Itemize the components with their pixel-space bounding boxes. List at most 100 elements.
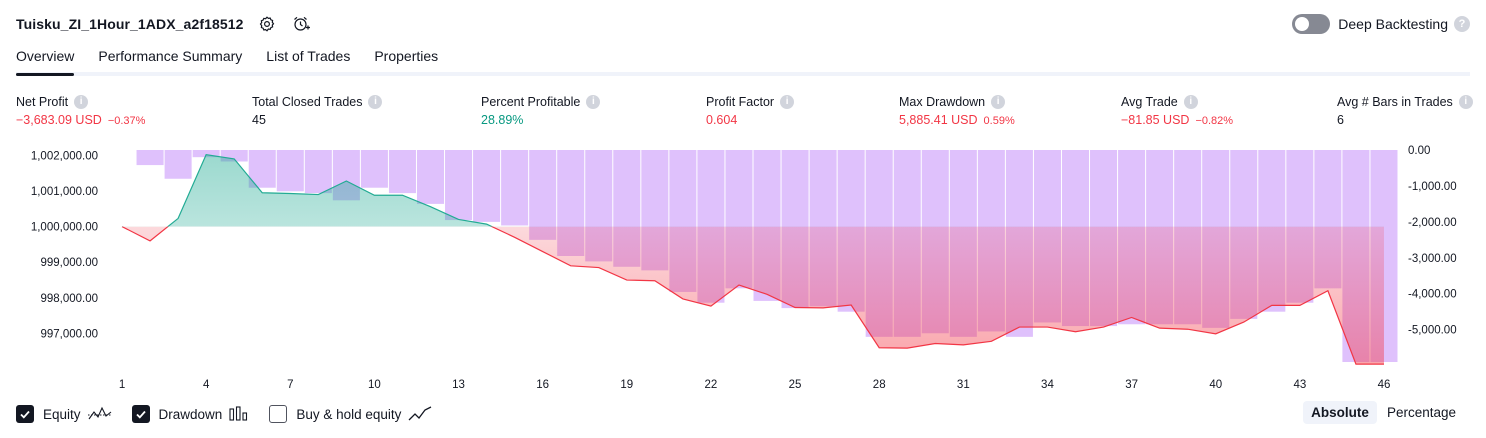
metric-profit-factor: Profit Factor i 0.604 xyxy=(706,93,795,129)
help-icon[interactable]: ? xyxy=(1454,16,1470,32)
drawdown-bar xyxy=(304,150,332,194)
equity-axis-tick: 998,000.00 xyxy=(40,293,98,305)
drawdown-bars-icon xyxy=(229,406,249,422)
mode-percentage-button[interactable]: Percentage xyxy=(1386,405,1456,420)
tab-overview[interactable]: Overview xyxy=(16,44,75,76)
tab-list-of-trades[interactable]: List of Trades xyxy=(266,48,351,64)
metric-max-drawdown: Max Drawdown i 5,885.41 USD 0.59% xyxy=(899,93,1015,129)
legend-label: Equity xyxy=(43,406,81,422)
x-axis-tick: 37 xyxy=(1125,379,1138,391)
alarm-clock-add-icon[interactable] xyxy=(290,13,312,35)
drawdown-bar xyxy=(220,150,248,162)
x-axis-tick: 4 xyxy=(203,379,210,391)
display-mode-switch: Absolute Percentage xyxy=(1301,401,1464,424)
x-axis-tick: 19 xyxy=(620,379,633,391)
report-tabs: Overview Performance Summary List of Tra… xyxy=(16,44,1470,76)
x-axis-tick: 10 xyxy=(368,379,381,391)
drawdown-bar xyxy=(445,150,473,221)
drawdown-checkbox[interactable] xyxy=(131,405,150,423)
metric-value: 45 xyxy=(252,113,266,127)
metric-value: −3,683.09 USD xyxy=(16,113,102,127)
deep-backtesting-toggle[interactable] xyxy=(1292,14,1331,34)
x-axis-tick: 7 xyxy=(287,379,293,391)
metric-avg-trade: Avg Trade i −81.85 USD −0.82% xyxy=(1121,93,1233,129)
tab-performance-summary[interactable]: Performance Summary xyxy=(98,48,243,64)
drawdown-bar xyxy=(164,150,192,179)
drawdown-axis-tick: -2,000.00 xyxy=(1408,217,1457,229)
x-axis-tick: 31 xyxy=(957,379,970,391)
metric-label: Total Closed Trades xyxy=(252,94,363,109)
equity-drawdown-chart[interactable]: 1,002,000.00 1,001,000.00 1,000,000.00 999,… xyxy=(0,140,1486,396)
drawdown-axis-tick: -4,000.00 xyxy=(1408,289,1457,301)
metric-label: Avg # Bars in Trades xyxy=(1337,94,1453,109)
x-axis-tick: 1 xyxy=(119,379,125,391)
equity-axis-tick: 999,000.00 xyxy=(40,257,98,269)
x-axis-tick: 25 xyxy=(789,379,802,391)
tab-properties[interactable]: Properties xyxy=(374,48,439,64)
drawdown-bar xyxy=(501,150,529,226)
x-axis-tick: 34 xyxy=(1041,379,1054,391)
help-icon[interactable]: i xyxy=(780,94,795,109)
metric-label: Avg Trade xyxy=(1121,94,1178,109)
metric-label: Profit Factor xyxy=(706,94,775,109)
help-icon[interactable]: i xyxy=(74,94,89,109)
equity-axis-tick: 1,000,000.00 xyxy=(31,222,98,234)
metric-value: 6 xyxy=(1337,113,1344,127)
drawdown-axis-tick: -3,000.00 xyxy=(1408,253,1457,265)
drawdown-axis-tick: 0.00 xyxy=(1408,145,1430,157)
metric-value: 0.604 xyxy=(706,113,738,127)
legend-label: Drawdown xyxy=(158,406,223,422)
settings-gear-icon[interactable] xyxy=(256,13,278,35)
metric-percent-profitable: Percent Profitable i 28.89% xyxy=(481,93,601,129)
metric-percent: −0.82% xyxy=(1195,115,1234,127)
equity-axis-tick: 1,002,000.00 xyxy=(31,150,98,162)
metric-label: Net Profit xyxy=(16,94,69,109)
drawdown-bar xyxy=(529,150,557,240)
legend-drawdown[interactable]: Drawdown xyxy=(131,405,250,423)
legend-buy-hold-equity[interactable]: Buy & hold equity xyxy=(269,405,432,423)
drawdown-bar xyxy=(276,150,304,192)
drawdown-axis-tick: -5,000.00 xyxy=(1408,325,1457,337)
mode-absolute-button[interactable]: Absolute xyxy=(1303,401,1377,424)
equity-checkbox[interactable] xyxy=(16,405,34,423)
x-axis-tick: 40 xyxy=(1209,379,1222,391)
drawdown-bar xyxy=(192,150,220,158)
metric-avg-bars-in-trades: Avg # Bars in Trades i 6 xyxy=(1337,93,1473,129)
equity-axis-tick: 997,000.00 xyxy=(40,328,98,340)
x-axis-tick: 46 xyxy=(1378,379,1391,391)
drawdown-bar xyxy=(136,150,164,166)
buy-hold-line-icon xyxy=(408,406,432,422)
metric-total-closed-trades: Total Closed Trades i 45 xyxy=(252,93,383,129)
chart-legend: Equity Drawdown Buy & hold equity xyxy=(16,402,452,426)
help-icon[interactable]: i xyxy=(1183,94,1198,109)
metric-percent: 0.59% xyxy=(983,115,1015,127)
x-axis-tick: 22 xyxy=(705,379,718,391)
help-icon[interactable]: i xyxy=(991,94,1006,109)
x-axis-tick: 43 xyxy=(1293,379,1306,391)
metric-label: Percent Profitable xyxy=(481,94,581,109)
drawdown-bar xyxy=(416,150,445,204)
drawdown-bar xyxy=(473,150,501,222)
legend-equity[interactable]: Equity xyxy=(16,405,112,423)
help-icon[interactable]: i xyxy=(1458,94,1473,109)
equity-loss-area xyxy=(122,226,1384,365)
deep-backtesting: Deep Backtesting ? xyxy=(1292,12,1470,36)
equity-line-down xyxy=(121,226,1384,365)
axis-layer: 1,002,000.00 1,001,000.00 1,000,000.00 999,… xyxy=(31,145,1457,391)
equity-line-icon xyxy=(87,406,112,422)
strategy-header: Tuisku_ZI_1Hour_1ADX_a2f18512 xyxy=(16,12,312,36)
buy-hold-checkbox[interactable] xyxy=(269,405,288,423)
equity-axis-tick: 1,001,000.00 xyxy=(31,186,98,198)
drawdown-bar xyxy=(388,150,416,194)
legend-label: Buy & hold equity xyxy=(296,406,402,422)
equity-layer xyxy=(121,153,1384,365)
strategy-name: Tuisku_ZI_1Hour_1ADX_a2f18512 xyxy=(16,16,244,32)
help-icon[interactable]: i xyxy=(586,94,601,109)
x-axis-tick: 28 xyxy=(873,379,886,391)
x-axis-tick: 13 xyxy=(452,379,465,391)
help-icon[interactable]: i xyxy=(368,94,383,109)
x-axis-tick: 16 xyxy=(536,379,549,391)
equity-line-up xyxy=(122,153,494,227)
equity-profit-area xyxy=(122,154,1384,227)
metric-net-profit: Net Profit i −3,683.09 USD −0.37% xyxy=(16,93,145,129)
